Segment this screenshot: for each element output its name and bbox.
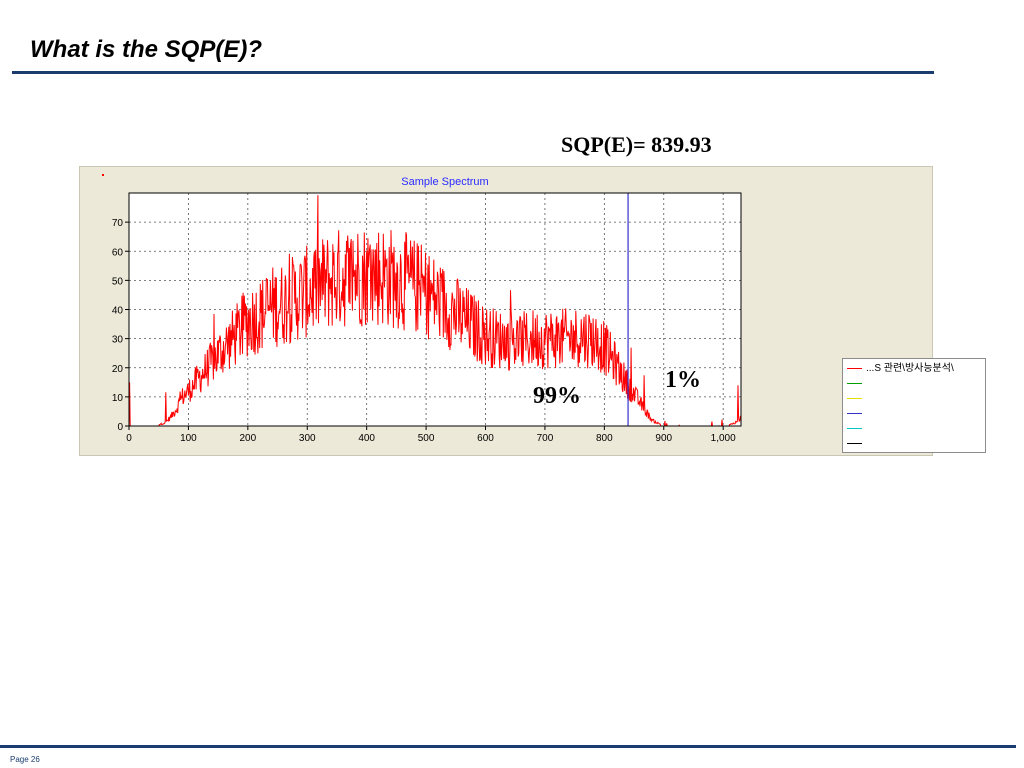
y-tick-label: 30 — [112, 335, 124, 346]
x-tick-label: 200 — [239, 433, 256, 444]
slide-title: What is the SQP(E)? — [30, 36, 263, 63]
chart-legend: ...S 관련\방사능분석\ — [842, 358, 986, 453]
below-percent-label: 99% — [533, 383, 581, 409]
x-tick-label: 800 — [596, 433, 613, 444]
legend-entry — [847, 407, 866, 421]
title-divider — [12, 71, 934, 74]
x-tick-label: 700 — [537, 433, 554, 444]
legend-swatch — [847, 367, 862, 369]
x-tick-label: 0 — [126, 433, 132, 444]
plot-frame — [128, 192, 742, 427]
legend-entry — [847, 422, 866, 436]
legend-swatch — [847, 412, 862, 414]
x-tick-label: 500 — [418, 433, 435, 444]
y-tick-label: 0 — [117, 422, 123, 433]
y-tick-label: 40 — [112, 306, 124, 317]
corner-marker — [102, 174, 104, 176]
legend-label: ...S 관련\방사능분석\ — [866, 363, 954, 374]
series-line — [128, 195, 742, 427]
legend-swatch — [847, 382, 862, 384]
legend-swatch — [847, 442, 862, 444]
x-tick-label: 900 — [655, 433, 672, 444]
x-tick-label: 1,000 — [711, 433, 736, 444]
legend-entry — [847, 392, 866, 406]
legend-swatch — [847, 397, 862, 399]
x-tick-label: 100 — [180, 433, 197, 444]
y-tick-label: 20 — [112, 364, 124, 375]
chart-panel: 0 10 20 30 40 50 60 70 0 100 200 300 400 500 600 700 800… — [79, 166, 986, 456]
footer-divider — [0, 745, 1016, 748]
x-tick-label: 400 — [358, 433, 375, 444]
y-tick-label: 50 — [112, 276, 124, 287]
chart-title: Sample Spectrum — [401, 176, 488, 188]
legend-swatch — [847, 427, 862, 429]
y-tick-label: 70 — [112, 218, 124, 229]
above-percent-label: 1% — [665, 367, 701, 393]
legend-entry — [847, 437, 866, 451]
y-tick-label: 60 — [112, 247, 124, 258]
legend-entry: ...S 관련\방사능분석\ — [847, 362, 954, 376]
x-tick-label: 300 — [299, 433, 316, 444]
legend-entry — [847, 377, 866, 391]
page-number: Page 26 — [10, 755, 40, 764]
sqp-value-label: SQP(E)= 839.93 — [561, 132, 712, 157]
x-tick-label: 600 — [477, 433, 494, 444]
y-tick-label: 10 — [112, 393, 124, 404]
